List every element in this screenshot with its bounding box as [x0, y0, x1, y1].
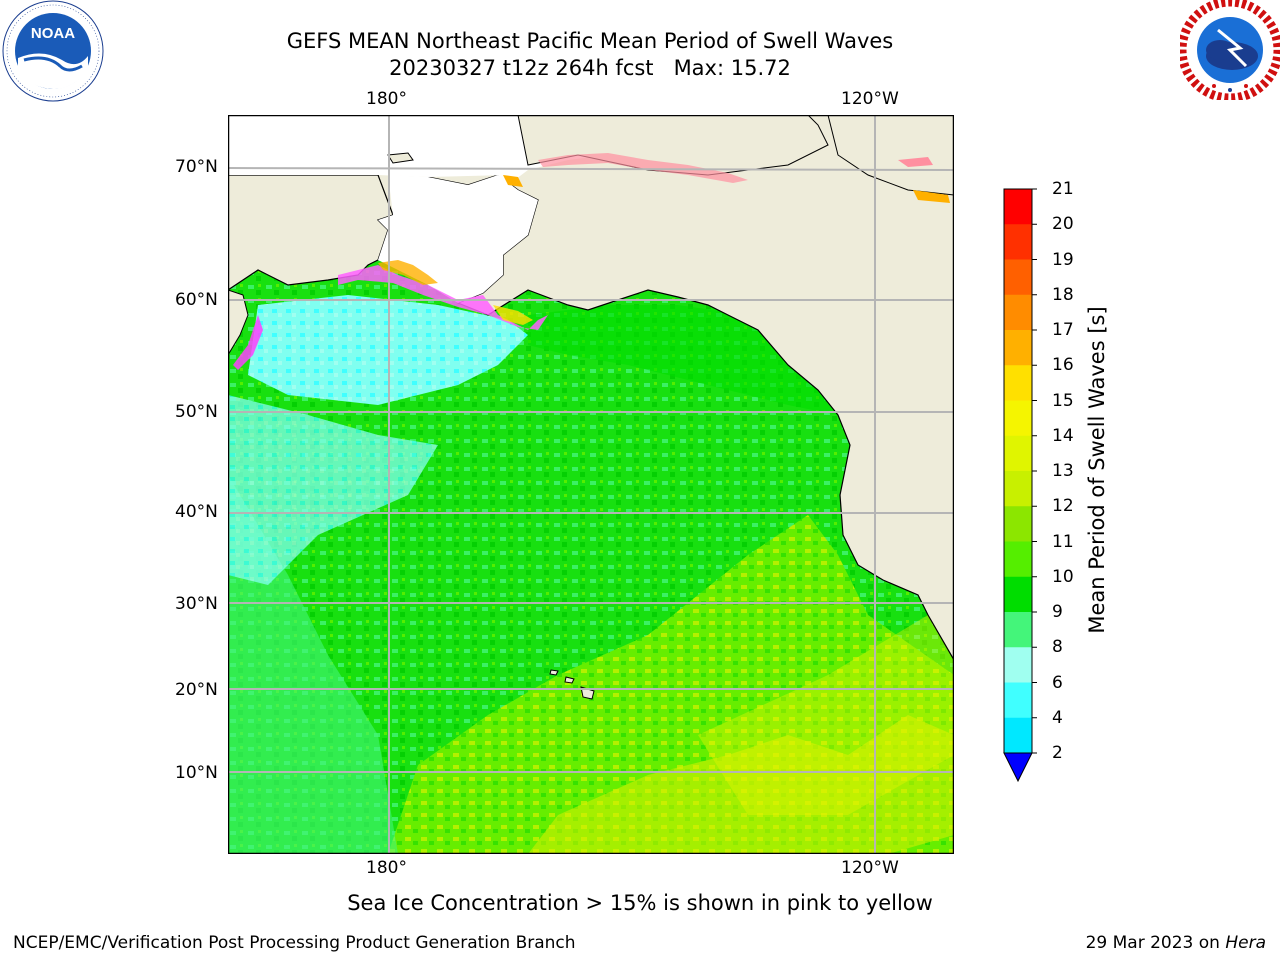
noaa-logo-text: NOAA: [31, 25, 75, 42]
colorbar-segment: [1004, 435, 1032, 472]
colorbar-tick-label: 2: [1052, 743, 1063, 763]
map-panel: [227, 114, 955, 855]
colorbar: [1000, 186, 1040, 786]
swell-14s-region: [698, 615, 954, 815]
lon-label-bottom-120w: 120°W: [841, 858, 899, 878]
colorbar-segment: [1004, 647, 1032, 683]
colorbar-tick-label: 6: [1052, 672, 1063, 693]
colorbar-tick-label: 20: [1052, 214, 1074, 235]
colorbar-segment: [1004, 541, 1032, 578]
lat-label-70n: 70°N: [175, 157, 218, 177]
map-title: GEFS MEAN Northeast Pacific Mean Period …: [286, 29, 894, 53]
colorbar-segment: [1004, 471, 1032, 507]
credit-right: 29 Mar 2023 on Hera: [1086, 933, 1266, 953]
colorbar-segment: [1004, 682, 1032, 719]
graticule: [227, 115, 955, 854]
noaa-logo: NOAA: [2, 0, 104, 102]
sea-ice-bering: [338, 265, 548, 330]
colorbar-segment: [1004, 717, 1032, 754]
sea-ice-footnote: Sea Ice Concentration > 15% is shown in …: [347, 891, 933, 915]
sea-ice-okhotsk: [233, 315, 263, 370]
swell-13s-region: [528, 715, 954, 854]
colorbar-extend-arrow: [1003, 752, 1033, 783]
colorbar-tick-label: 18: [1052, 284, 1074, 305]
colorbar-segment: [1004, 224, 1032, 260]
lat-label-50n: 50°N: [175, 402, 218, 422]
colorbar-tick-label: 13: [1052, 461, 1074, 481]
colorbar-tick-label: 14: [1052, 425, 1074, 446]
lat-label-60n: 60°N: [175, 290, 218, 310]
colorbar-segment: [1004, 506, 1032, 542]
colorbar-tick-label: 21: [1052, 179, 1074, 199]
colorbar-tick-label: 9: [1052, 602, 1063, 622]
nws-logo: [1177, 0, 1280, 103]
credit-date: 29 Mar 2023 on: [1085, 933, 1226, 953]
colorbar-segment: [1004, 576, 1032, 613]
wrangel-island: [387, 152, 414, 164]
colorbar-segment: [1004, 612, 1032, 648]
map-subtitle: 20230327 t12z 264h fcst Max: 15.72: [389, 56, 791, 80]
lon-label-top-120w: 120°W: [841, 89, 899, 109]
credit-host: Hera: [1225, 933, 1266, 953]
colorbar-segment: [1004, 365, 1032, 401]
colorbar-tick-label: 15: [1052, 390, 1074, 411]
arctic-white-area-north: [228, 115, 518, 177]
colorbar-tick-label: 12: [1052, 496, 1074, 517]
hawaii-island: [549, 669, 559, 676]
lat-label-20n: 20°N: [175, 680, 218, 700]
lon-label-bottom-180: 180°: [366, 858, 407, 878]
siberia-land: [227, 174, 394, 292]
lat-label-30n: 30°N: [175, 594, 218, 614]
colorbar-tick-label: 17: [1052, 320, 1074, 340]
colorbar-segment: [1004, 294, 1032, 331]
lat-label-40n: 40°N: [175, 502, 218, 522]
lon-label-top-180: 180°: [366, 89, 407, 109]
colorbar-tick-label: 16: [1052, 355, 1074, 376]
colorbar-segment: [1004, 400, 1032, 437]
colorbar-segment: [1004, 259, 1032, 296]
colorbar-tick-label: 11: [1052, 531, 1074, 552]
sea-ice-arctic-coast: [538, 153, 748, 183]
colorbar-tick-label: 8: [1052, 637, 1063, 658]
colorbar-segment: [1004, 189, 1032, 225]
swell-8s-region-west: [228, 395, 438, 585]
colorbar-tick-label: 4: [1052, 707, 1063, 728]
map-plot: [227, 114, 955, 855]
lat-label-10n: 10°N: [175, 763, 218, 783]
colorbar-tick-label: 10: [1052, 566, 1074, 587]
colorbar-tick-label: 19: [1052, 249, 1074, 270]
credit-left: NCEP/EMC/Verification Post Processing Pr…: [13, 933, 576, 953]
colorbar-segment: [1004, 330, 1032, 366]
